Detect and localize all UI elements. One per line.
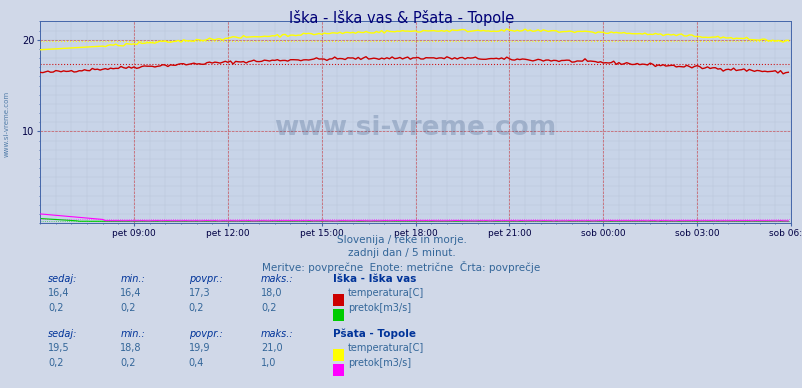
Text: sedaj:: sedaj: bbox=[48, 329, 78, 339]
Text: min.:: min.: bbox=[120, 329, 145, 339]
Text: www.si-vreme.com: www.si-vreme.com bbox=[3, 91, 10, 157]
Text: 16,4: 16,4 bbox=[48, 288, 70, 298]
Text: zadnji dan / 5 minut.: zadnji dan / 5 minut. bbox=[347, 248, 455, 258]
Text: 0,2: 0,2 bbox=[48, 303, 63, 313]
Text: Slovenija / reke in morje.: Slovenija / reke in morje. bbox=[336, 235, 466, 245]
Text: povpr.:: povpr.: bbox=[188, 329, 222, 339]
Text: sedaj:: sedaj: bbox=[48, 274, 78, 284]
Text: 18,0: 18,0 bbox=[261, 288, 282, 298]
Text: Meritve: povprečne  Enote: metrične  Črta: povprečje: Meritve: povprečne Enote: metrične Črta:… bbox=[262, 261, 540, 273]
Text: pretok[m3/s]: pretok[m3/s] bbox=[347, 303, 411, 313]
Text: 21,0: 21,0 bbox=[261, 343, 282, 353]
Text: maks.:: maks.: bbox=[261, 329, 294, 339]
Text: temperatura[C]: temperatura[C] bbox=[347, 288, 423, 298]
Text: 0,2: 0,2 bbox=[120, 358, 136, 368]
Text: povpr.:: povpr.: bbox=[188, 274, 222, 284]
Text: Pšata - Topole: Pšata - Topole bbox=[333, 329, 415, 339]
Text: 0,2: 0,2 bbox=[48, 358, 63, 368]
Text: 0,2: 0,2 bbox=[188, 303, 204, 313]
Text: 16,4: 16,4 bbox=[120, 288, 142, 298]
Text: 1,0: 1,0 bbox=[261, 358, 276, 368]
Text: min.:: min.: bbox=[120, 274, 145, 284]
Text: 17,3: 17,3 bbox=[188, 288, 210, 298]
Text: Iška - Iška vas & Pšata - Topole: Iška - Iška vas & Pšata - Topole bbox=[289, 10, 513, 26]
Text: 0,2: 0,2 bbox=[261, 303, 276, 313]
Text: 0,2: 0,2 bbox=[120, 303, 136, 313]
Text: 18,8: 18,8 bbox=[120, 343, 142, 353]
Text: www.si-vreme.com: www.si-vreme.com bbox=[274, 115, 556, 141]
Text: maks.:: maks.: bbox=[261, 274, 294, 284]
Text: temperatura[C]: temperatura[C] bbox=[347, 343, 423, 353]
Text: Iška - Iška vas: Iška - Iška vas bbox=[333, 274, 416, 284]
Text: pretok[m3/s]: pretok[m3/s] bbox=[347, 358, 411, 368]
Text: 19,9: 19,9 bbox=[188, 343, 210, 353]
Text: 19,5: 19,5 bbox=[48, 343, 70, 353]
Text: 0,4: 0,4 bbox=[188, 358, 204, 368]
